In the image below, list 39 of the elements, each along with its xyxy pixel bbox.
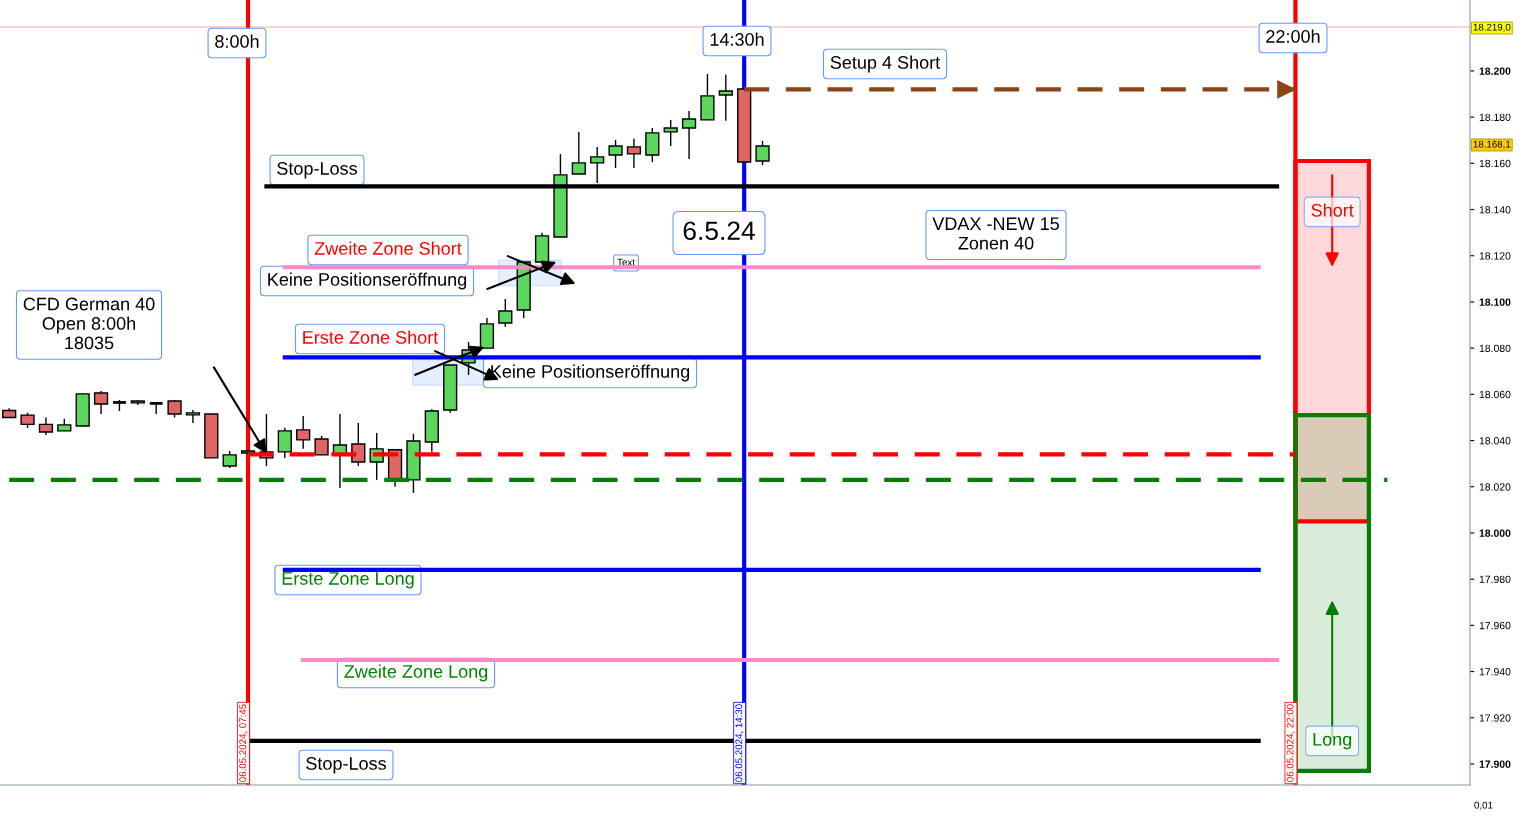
y-tick-label: 18.080	[1479, 344, 1511, 353]
y-tick-label: 18.200	[1479, 67, 1511, 75]
band-label: Short	[1311, 203, 1354, 217]
y-tick-label: 18.100	[1479, 298, 1511, 306]
y-tick-label: 18.160	[1479, 159, 1511, 168]
text: 18.168,1	[1473, 140, 1511, 149]
annotation: Setup 4 Short	[830, 55, 941, 73]
y-tick-label: 18.140	[1479, 206, 1511, 214]
y-tick-label: 17.900	[1479, 760, 1511, 768]
text: 0,01	[1474, 801, 1493, 810]
annotation: 14:30h	[710, 32, 764, 46]
y-tick-label: 18.000	[1479, 529, 1511, 537]
annotation: Keine Positionseröffnung	[268, 272, 467, 290]
annotation: Zweite Zone Long	[344, 664, 488, 682]
y-tick-label: 17.980	[1479, 575, 1511, 584]
annotation: Zweite Zone Short	[314, 241, 462, 255]
y-tick-label: 18.120	[1479, 252, 1511, 260]
y-tick-label: 17.940	[1479, 668, 1511, 676]
annotation: VDAX -NEW 15 Zonen 40	[932, 217, 1059, 250]
annotation: Stop-Loss	[306, 757, 386, 774]
text: 18.219,0	[1473, 23, 1511, 32]
annotation: Text	[617, 258, 635, 266]
band-label: Long	[1313, 733, 1352, 750]
y-tick-label: 17.920	[1479, 714, 1511, 722]
annotation: Erste Zone Long	[282, 572, 414, 589]
x-tick-label: 06.05.2024, 22:00	[1286, 704, 1295, 782]
y-tick-label: 18.060	[1479, 390, 1511, 399]
annotation: 6.5.24	[683, 221, 755, 241]
annotation: 22:00h	[1266, 29, 1320, 43]
annotation: 8:00h	[215, 34, 259, 48]
annotation: Stop-Loss	[277, 162, 357, 179]
y-tick-label: 18.020	[1479, 483, 1511, 491]
y-tick-label: 18.040	[1479, 437, 1511, 445]
annotation: Erste Zone Short	[303, 330, 439, 344]
y-tick-label: 18.180	[1479, 113, 1511, 121]
x-tick-label: 06.05.2024, 14:30	[735, 704, 744, 782]
annotation: CFD German 40 Open 8:00h 18035	[23, 297, 155, 350]
x-tick-label: 06.05.2024, 07:45	[239, 704, 248, 782]
y-tick-label: 17.960	[1479, 621, 1511, 630]
